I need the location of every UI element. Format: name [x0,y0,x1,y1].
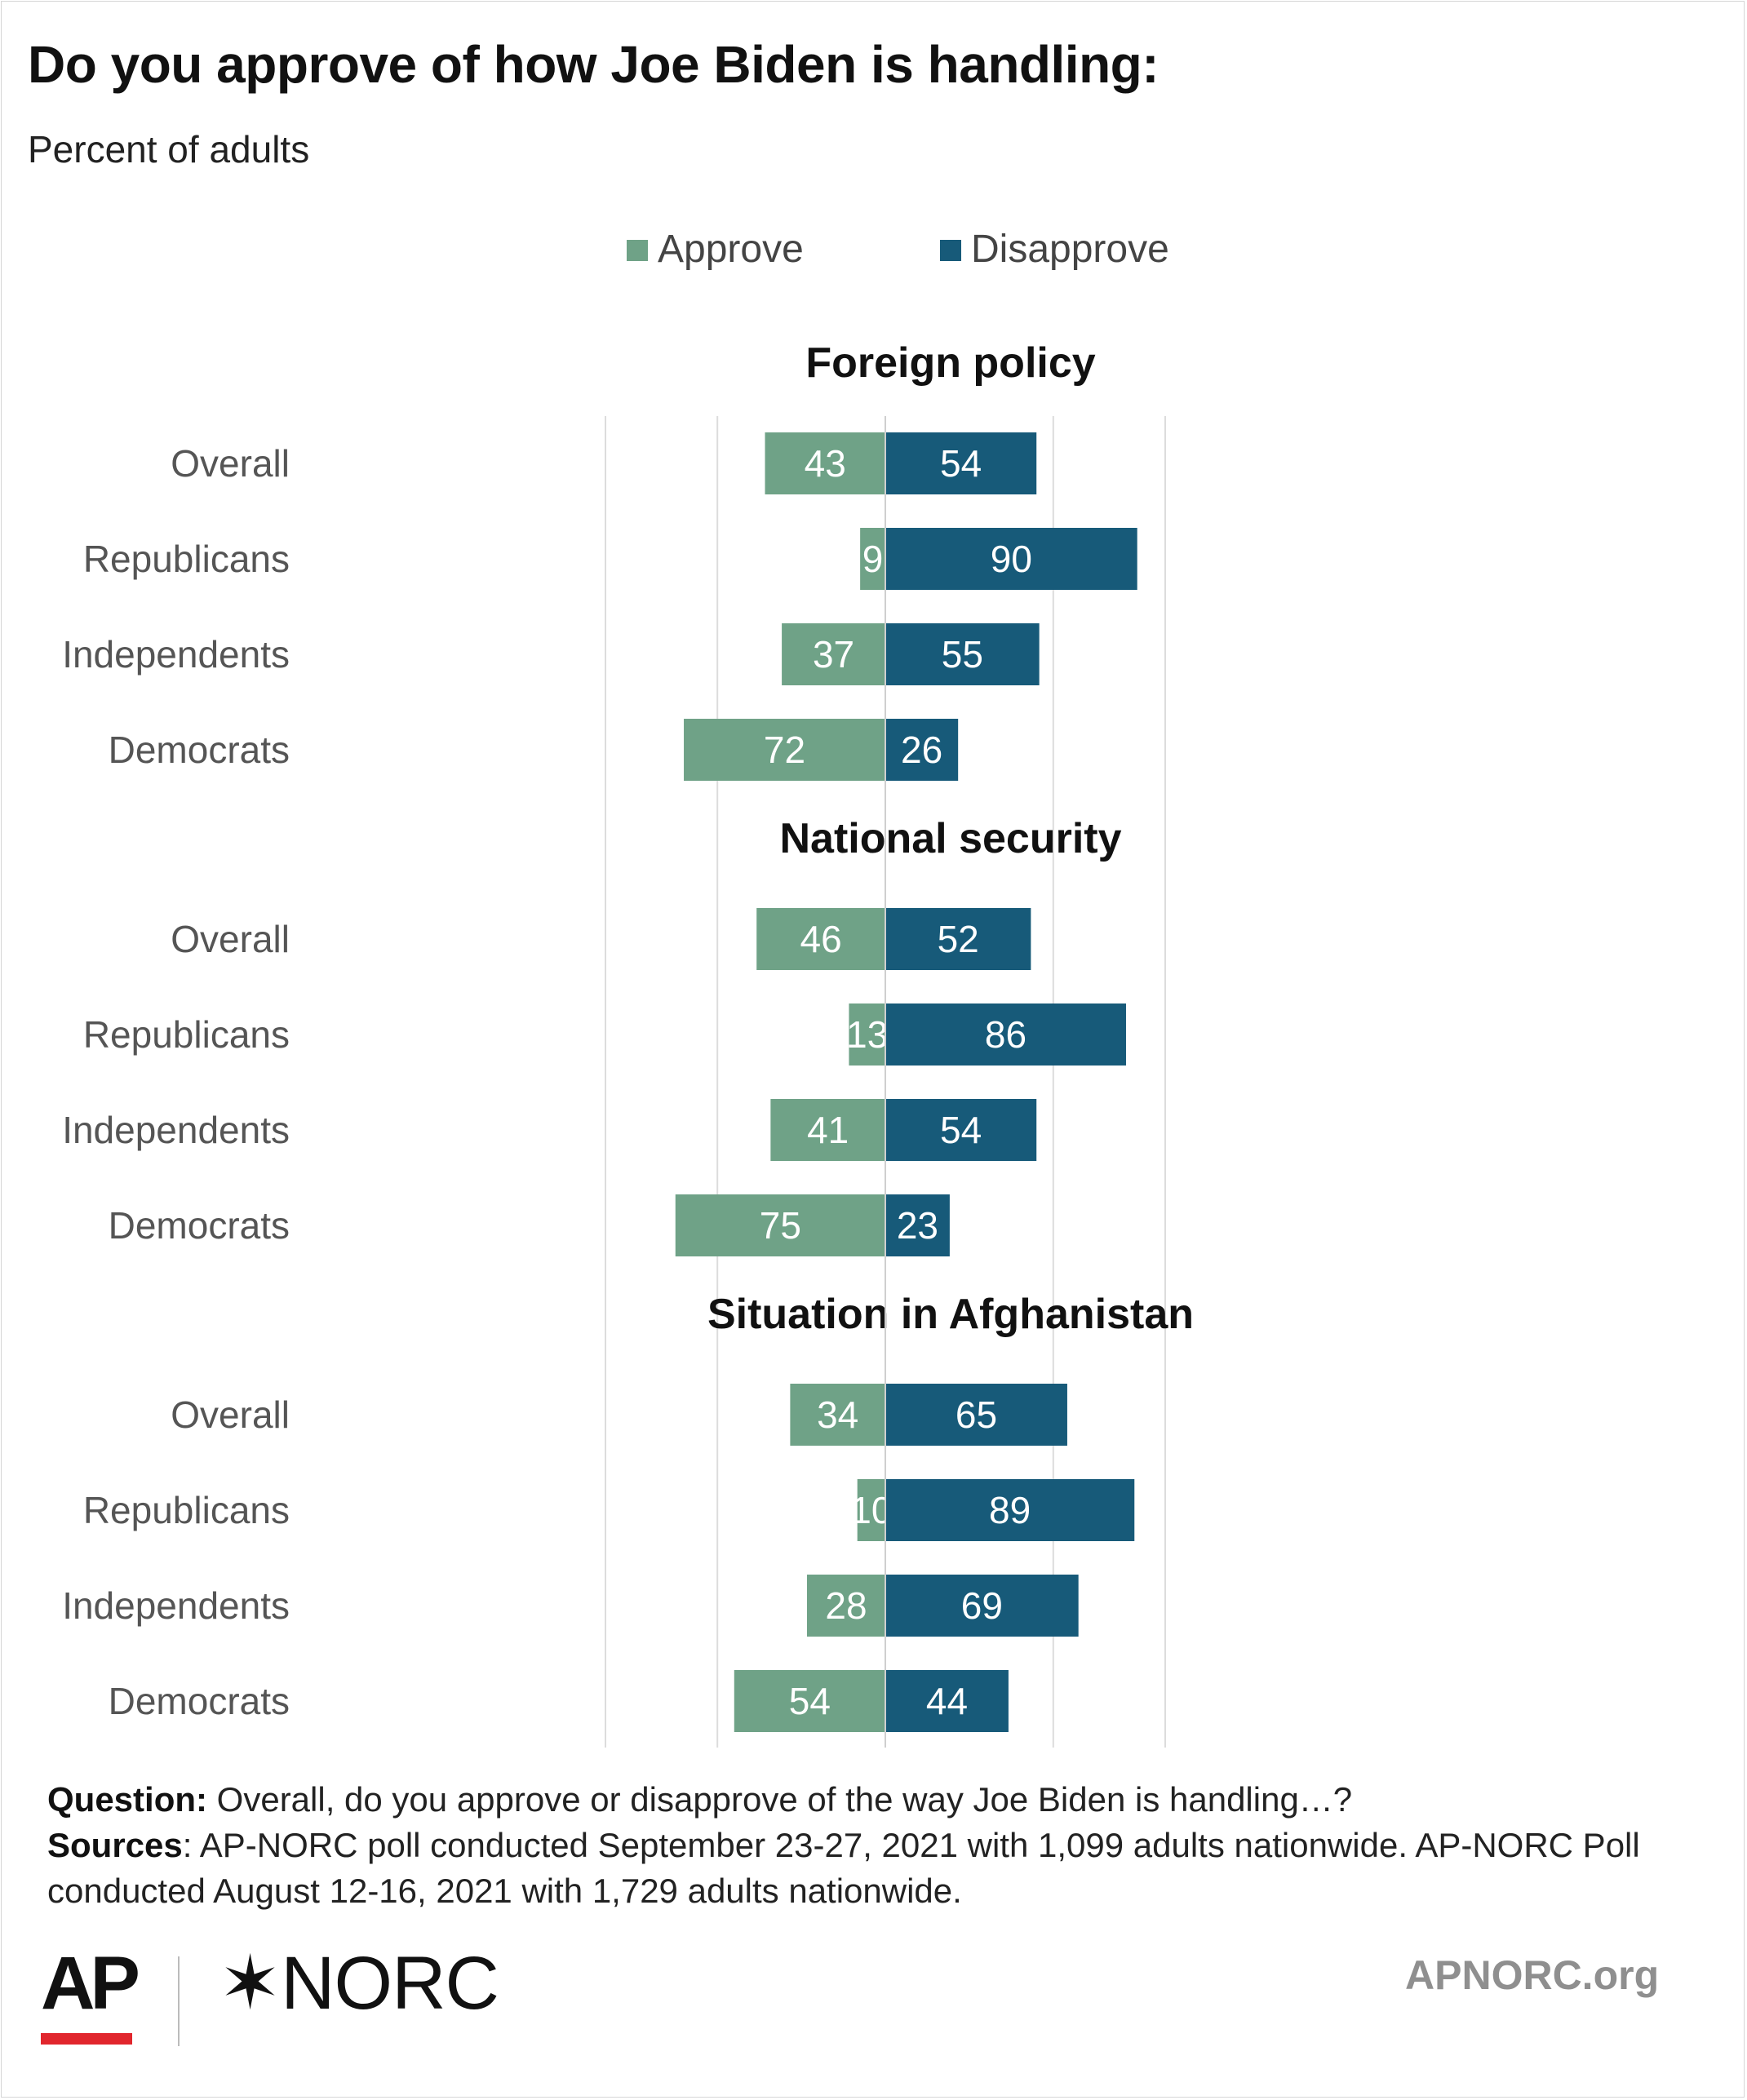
bar-disapprove [885,528,1137,590]
sources-label: Sources [47,1826,183,1864]
chart-footer: Question: Overall, do you approve or dis… [47,1777,1696,1914]
diverging-bar-chart: Approve Disapprove Foreign policy Overall 43… [62,228,1194,1748]
legend-swatch-disapprove [940,240,961,261]
category-label: Independents [62,1109,290,1151]
data-label-disapprove: 55 [942,633,983,676]
data-label-disapprove: 89 [989,1489,1031,1531]
category-label: Independents [62,633,290,676]
bar-approve [765,432,885,494]
bar-disapprove [885,1575,1079,1637]
bar-approve [770,1099,885,1161]
category-label: Democrats [109,1680,290,1722]
chart-subtitle: Percent of adults [28,128,310,171]
bar-disapprove [885,1384,1067,1446]
legend-label-disapprove: Disapprove [971,228,1169,271]
category-label: Democrats [109,1204,290,1247]
bar-approve [734,1670,885,1732]
bar-disapprove [885,1670,1009,1732]
question-label: Question: [47,1780,207,1819]
ap-logo-underline [41,2033,132,2045]
bar-approve [684,719,885,781]
bar-disapprove [885,908,1031,970]
data-label-disapprove: 69 [961,1584,1003,1627]
bar-approve [857,1479,885,1541]
data-label-approve: 28 [825,1584,867,1627]
bar-disapprove [885,432,1037,494]
bar-approve [756,908,885,970]
data-label-approve: 34 [817,1393,858,1436]
category-label: Overall [171,1393,290,1436]
legend-swatch-approve [627,240,648,261]
category-label: Democrats [109,729,290,771]
bar-disapprove [885,1194,950,1256]
category-label: Republicans [83,1013,290,1056]
data-label-approve: 37 [813,633,854,676]
data-label-disapprove: 52 [938,918,979,960]
category-label: Overall [171,442,290,485]
panel-title: Situation in Afghanistan [707,1291,1194,1338]
question-text: Overall, do you approve or disapprove of… [216,1780,1353,1819]
data-label-approve: 75 [760,1204,801,1247]
chart-title: Do you approve of how Joe Biden is handl… [28,35,1159,94]
logo-divider [178,1956,180,2046]
category-label: Independents [62,1584,290,1627]
data-label-approve: 54 [789,1680,831,1722]
panel-title: National security [779,815,1121,862]
site-link[interactable]: APNORC.org [1405,1952,1660,1998]
data-label-disapprove: 90 [991,538,1032,580]
bar-approve [782,623,885,685]
bar-disapprove [885,1479,1135,1541]
data-label-disapprove: 23 [897,1204,938,1247]
data-label-disapprove: 44 [926,1680,968,1722]
bar-approve [849,1003,885,1066]
data-label-approve: 9 [862,538,884,580]
bar-disapprove [885,623,1040,685]
category-label: Overall [171,918,290,960]
data-label-disapprove: 54 [940,442,982,485]
bar-approve [790,1384,885,1446]
data-label-approve: 43 [805,442,846,485]
data-label-approve: 46 [800,918,842,960]
category-label: Republicans [83,1489,290,1531]
legend-label-approve: Approve [658,228,804,271]
sources-text: : AP-NORC poll conducted September 23-27… [47,1826,1640,1910]
norc-logo: ✶NORC [219,1942,499,2025]
bar-disapprove [885,1003,1126,1066]
data-label-disapprove: 65 [956,1393,997,1436]
bar-approve [806,1575,885,1637]
bar-approve [675,1194,885,1256]
data-label-disapprove: 86 [985,1013,1026,1056]
bar-disapprove [885,1099,1037,1161]
ap-logo: AP [41,1942,140,2025]
panel-title: Foreign policy [805,339,1095,387]
data-label-disapprove: 26 [901,729,942,771]
bar-disapprove [885,719,959,781]
category-label: Republicans [83,538,290,580]
data-label-approve: 41 [807,1109,849,1151]
bar-approve [860,528,885,590]
data-label-approve: 13 [846,1013,888,1056]
data-label-disapprove: 54 [940,1109,982,1151]
data-label-approve: 72 [764,729,805,771]
